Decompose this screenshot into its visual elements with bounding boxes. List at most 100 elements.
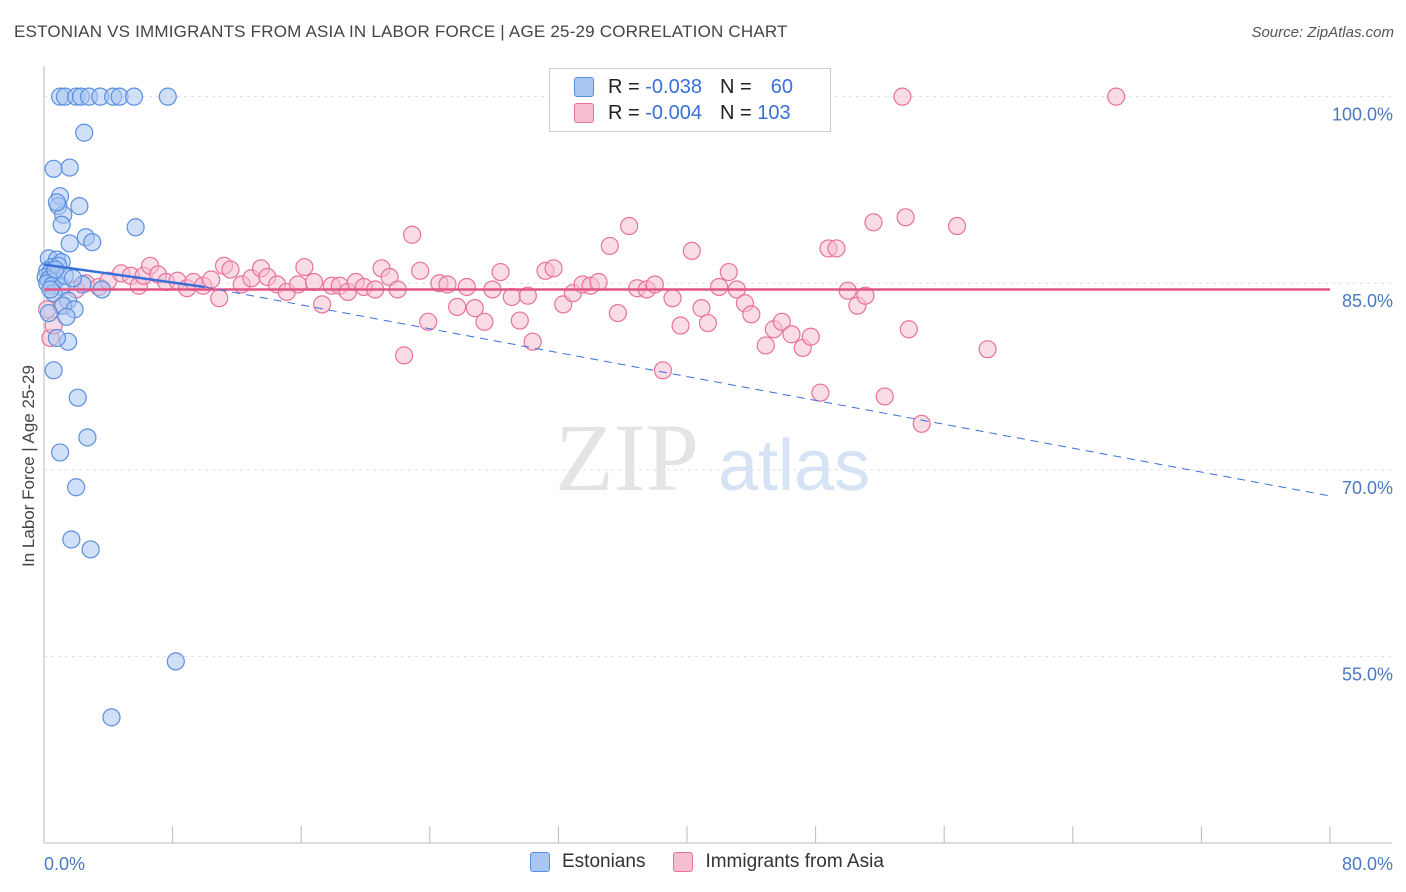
- immigrants-point: [502, 287, 521, 307]
- immigrants-point: [221, 260, 240, 279]
- estonians-point: [75, 123, 94, 142]
- immigrants-point: [312, 295, 332, 314]
- legend-swatch-blue: [574, 77, 594, 97]
- r-value: -0.038: [645, 75, 702, 98]
- immigrants-point: [465, 299, 484, 318]
- estonians-point: [62, 530, 81, 549]
- immigrants-point: [1107, 87, 1126, 106]
- estonians-point: [57, 307, 76, 326]
- r-label: R =: [608, 75, 640, 98]
- immigrants-point: [742, 305, 761, 324]
- estonians-point: [44, 361, 63, 380]
- immigrants-point: [875, 387, 894, 406]
- immigrants-point: [394, 346, 414, 365]
- n-label: N =: [719, 101, 752, 124]
- estonians-point: [68, 388, 87, 407]
- immigrants-point: [210, 289, 229, 308]
- estonians-point: [63, 269, 83, 288]
- n-value: 103: [757, 101, 791, 124]
- trend-lines: [43, 263, 1331, 497]
- estonians-point: [46, 260, 65, 279]
- legend-row-estonians: R = -0.038 N = 60: [574, 74, 793, 100]
- immigrants-point: [544, 259, 563, 278]
- y-tick-label: 55.0%: [1342, 664, 1393, 684]
- r-value: -0.004: [645, 101, 702, 124]
- y-tick-label: 85.0%: [1342, 291, 1393, 311]
- immigrants-point: [893, 87, 912, 106]
- estonians-point: [44, 159, 63, 178]
- immigrants-point: [600, 236, 619, 256]
- immigrants-point: [710, 277, 729, 297]
- immigrants-point: [523, 332, 542, 351]
- r-label: R =: [608, 101, 640, 124]
- chart-title: ESTONIAN VS IMMIGRANTS FROM ASIA IN LABO…: [14, 22, 788, 41]
- legend-label-estonians: Estonians: [562, 851, 646, 872]
- immigrants-point: [304, 272, 324, 292]
- correlation-legend: R = -0.038 N = 60 R = -0.004 N = 103: [549, 68, 831, 132]
- y-axis-label: In Labor Force | Age 25-29: [19, 365, 38, 567]
- estonians-point: [50, 443, 70, 462]
- immigrants-from-asia-points: [38, 87, 1126, 433]
- estonians-point: [47, 328, 66, 348]
- immigrants-point: [663, 289, 682, 308]
- estonians-point: [81, 540, 100, 559]
- legend-swatch-blue: [530, 852, 550, 872]
- watermark-zip: ZIP: [555, 404, 699, 511]
- estonians-point: [70, 197, 89, 216]
- legend-label-immigrants: Immigrants from Asia: [705, 851, 884, 872]
- x-tick-label: 0.0%: [44, 854, 85, 874]
- immigrants-point: [403, 225, 422, 244]
- y-tick-label: 100.0%: [1332, 105, 1393, 125]
- estonians-points: [36, 87, 185, 727]
- immigrants-point: [811, 383, 830, 402]
- immigrants-point: [589, 272, 608, 292]
- immigrants-point: [295, 257, 314, 277]
- immigrants-point: [698, 313, 717, 333]
- immigrants-point: [475, 312, 494, 331]
- n-value: 60: [770, 75, 794, 98]
- legend-item-immigrants[interactable]: Immigrants from Asia: [673, 851, 884, 873]
- n-label: N =: [719, 75, 752, 98]
- axes: [43, 66, 1392, 844]
- immigrants-point: [827, 239, 846, 258]
- estonians-point: [60, 158, 79, 177]
- immigrants-point: [653, 361, 672, 380]
- immigrants-point: [491, 262, 510, 282]
- estonians-trend-extension: [204, 286, 1331, 497]
- estonians-point: [166, 652, 185, 671]
- estonians-trend-line: [43, 263, 205, 289]
- watermark-atlas: atlas: [718, 426, 870, 506]
- estonians-point: [78, 428, 97, 447]
- immigrants-point: [682, 241, 701, 261]
- immigrants-point: [620, 216, 639, 236]
- immigrants-point: [896, 208, 915, 227]
- estonians-point: [102, 708, 121, 727]
- immigrants-point: [772, 312, 791, 331]
- immigrants-point: [856, 286, 875, 305]
- estonians-point: [158, 87, 177, 106]
- immigrants-point: [411, 261, 430, 280]
- x-tick-label: 80.0%: [1342, 854, 1393, 874]
- immigrants-point: [448, 297, 467, 316]
- estonians-point: [52, 215, 71, 234]
- immigrants-point: [978, 340, 997, 359]
- series-legend: Estonians Immigrants from Asia: [530, 851, 912, 873]
- immigrants-point: [457, 277, 476, 297]
- legend-row-immigrants: R = -0.004 N = 103: [574, 100, 791, 126]
- estonians-point: [126, 218, 145, 237]
- zipatlas-watermark: ZIP atlas: [555, 404, 870, 511]
- immigrants-point: [801, 327, 820, 346]
- immigrants-point: [912, 414, 931, 433]
- legend-item-estonians[interactable]: Estonians: [530, 851, 645, 873]
- immigrants-point: [518, 286, 537, 305]
- immigrants-point: [202, 270, 221, 289]
- estonians-point: [39, 303, 58, 323]
- immigrants-point: [947, 216, 967, 236]
- source-credit: Source: ZipAtlas.com: [1251, 24, 1394, 41]
- immigrants-point: [419, 312, 438, 331]
- immigrants-point: [608, 303, 627, 323]
- immigrants-point: [756, 336, 775, 355]
- estonians-point: [67, 478, 86, 497]
- grid-lines: [44, 96, 1392, 657]
